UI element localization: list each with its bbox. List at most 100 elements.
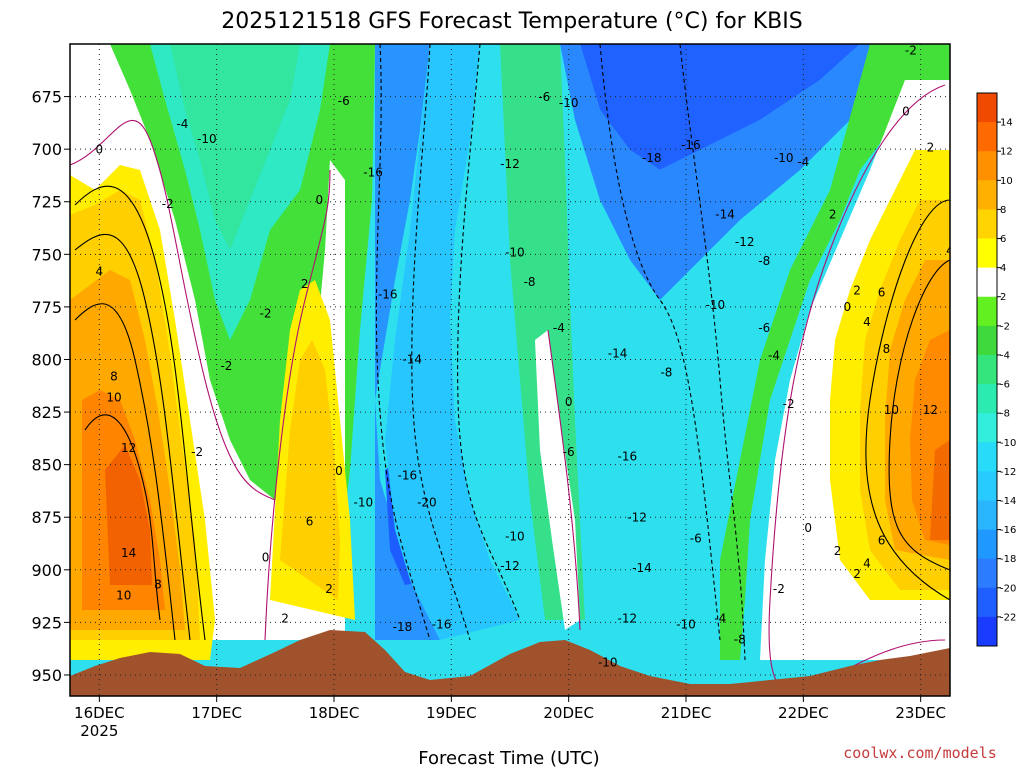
colorbar-tick-label: -12 bbox=[1000, 467, 1016, 478]
contour-label: -14 bbox=[632, 561, 652, 575]
contour-zero-mid bbox=[264, 169, 331, 641]
colorbar-frame bbox=[976, 92, 998, 647]
contour-label: -10 bbox=[505, 529, 525, 543]
colorbar: 14 12 10 8 6 4 2 -2 -4 -6 -8 -10 -12 -14 -16 -18 -20 -22 bbox=[976, 92, 1016, 647]
colorbar-tick-label: 14 bbox=[1000, 118, 1013, 129]
colorbar-swatch bbox=[977, 325, 997, 356]
y-tick-label: 850 bbox=[31, 456, 62, 475]
contour-label: 2 bbox=[853, 567, 861, 581]
colorbar-swatch bbox=[977, 354, 997, 385]
contour-label: 4 bbox=[946, 243, 954, 257]
contour-label: -6 bbox=[563, 445, 575, 459]
y-tick-label: 725 bbox=[31, 193, 62, 212]
terrain-surface bbox=[70, 630, 950, 696]
contour-label: -12 bbox=[618, 611, 638, 625]
contour-label: 2 bbox=[301, 277, 309, 291]
contour-label: -2 bbox=[191, 445, 203, 459]
contour-label: -10 bbox=[676, 618, 696, 632]
contour-label: -10 bbox=[505, 245, 525, 259]
contour-label: -4 bbox=[714, 611, 726, 625]
contour-label: 0 bbox=[316, 193, 324, 207]
colorbar-swatch bbox=[977, 529, 997, 560]
band-gold-mid bbox=[280, 340, 340, 600]
contour-label: 2 bbox=[281, 611, 289, 625]
contour-label: 4 bbox=[96, 264, 104, 278]
band-blue-top bbox=[560, 44, 880, 300]
x-tick-label: 19DEC bbox=[426, 704, 477, 722]
contour-label: 2 bbox=[853, 283, 861, 297]
contour-label: -12 bbox=[735, 235, 755, 249]
contour-label: -2 bbox=[773, 582, 785, 596]
x-tick-label: 23DEC bbox=[895, 704, 946, 722]
contour-label: 8 bbox=[154, 578, 162, 592]
colorbar-tick-label: -6 bbox=[1000, 380, 1010, 391]
contour-label: -4 bbox=[768, 348, 780, 362]
contour-labels: 081012141084-2-4-10-2-2-20260202-6-16-16… bbox=[96, 44, 954, 670]
y-tick-label: 700 bbox=[31, 140, 62, 159]
contour-label: -16 bbox=[363, 166, 383, 180]
contour-label: 0 bbox=[262, 550, 270, 564]
y-tick-label: 675 bbox=[31, 88, 62, 107]
x-axis-label: Forecast Time (UTC) bbox=[418, 748, 599, 768]
credit-text: coolwx.com/models bbox=[843, 744, 997, 762]
x-tick-label: 17DEC bbox=[191, 704, 242, 722]
plot-area: 081012141084-2-4-10-2-2-20260202-6-16-16… bbox=[70, 44, 954, 696]
x-tick-label: 16DEC bbox=[74, 704, 125, 722]
grid-lines bbox=[70, 44, 950, 696]
y-tick-label: 825 bbox=[31, 403, 62, 422]
colorbar-swatch bbox=[977, 122, 997, 152]
contour-warm-4 bbox=[84, 414, 161, 621]
contour-label: -16 bbox=[432, 618, 452, 632]
contour-label: 6 bbox=[306, 515, 314, 529]
colorbar-tick-label: -22 bbox=[1000, 612, 1016, 623]
colorbar-swatch bbox=[977, 151, 997, 181]
contour-mid-5 bbox=[679, 44, 746, 661]
contour-mid-2 bbox=[411, 44, 471, 641]
plot-frame bbox=[69, 43, 951, 697]
contour-label: -10 bbox=[354, 496, 374, 510]
colorbar-tick-label: -18 bbox=[1000, 554, 1016, 565]
contour-label: -8 bbox=[660, 365, 672, 379]
band-blue-mid bbox=[375, 44, 440, 640]
colorbar-swatch bbox=[977, 413, 997, 443]
colorbar-swatch bbox=[977, 238, 997, 269]
contour-label: -2 bbox=[783, 397, 795, 411]
colorbar-swatch bbox=[977, 471, 997, 501]
contour-label: 6 bbox=[878, 285, 886, 299]
contour-label: 12 bbox=[923, 403, 938, 417]
colorbar-tick-label: 8 bbox=[1000, 205, 1006, 216]
contour-label: 2 bbox=[927, 140, 935, 154]
contour-label: -6 bbox=[690, 531, 702, 545]
contour-label: -2 bbox=[260, 306, 272, 320]
band-red-left bbox=[105, 445, 152, 585]
contour-label: -8 bbox=[758, 254, 770, 268]
colorbar-tick-label: -10 bbox=[1000, 438, 1016, 449]
contour-label: -4 bbox=[176, 117, 188, 131]
y-tick-label: 750 bbox=[31, 245, 62, 264]
contour-label: -16 bbox=[398, 468, 418, 482]
contour-label: 0 bbox=[335, 464, 343, 478]
band-teal-left bbox=[170, 44, 300, 250]
contour-label: -10 bbox=[706, 298, 726, 312]
contour-label: 0 bbox=[844, 300, 852, 314]
contour-label: 4 bbox=[863, 557, 871, 571]
colorbar-tick-label: -14 bbox=[1000, 496, 1016, 507]
contour-right-2 bbox=[888, 259, 950, 571]
contour-label: 12 bbox=[121, 441, 136, 455]
contour-label: -6 bbox=[758, 321, 770, 335]
band-deepblue-top bbox=[580, 44, 860, 170]
contour-label: -10 bbox=[598, 656, 618, 670]
contour-label: 2 bbox=[829, 208, 837, 222]
y-tick-label: 900 bbox=[31, 561, 62, 580]
colorbar-swatch bbox=[977, 180, 997, 210]
contour-label: 14 bbox=[121, 546, 136, 560]
colorbar-swatch bbox=[977, 587, 997, 618]
contour-label: 2 bbox=[325, 582, 333, 596]
contour-mid-4 bbox=[599, 44, 721, 641]
contour-label: -12 bbox=[500, 157, 520, 171]
contour-label: 0 bbox=[902, 105, 910, 119]
contour-label: 0 bbox=[804, 521, 812, 535]
x-tick-label: 21DEC bbox=[661, 704, 712, 722]
